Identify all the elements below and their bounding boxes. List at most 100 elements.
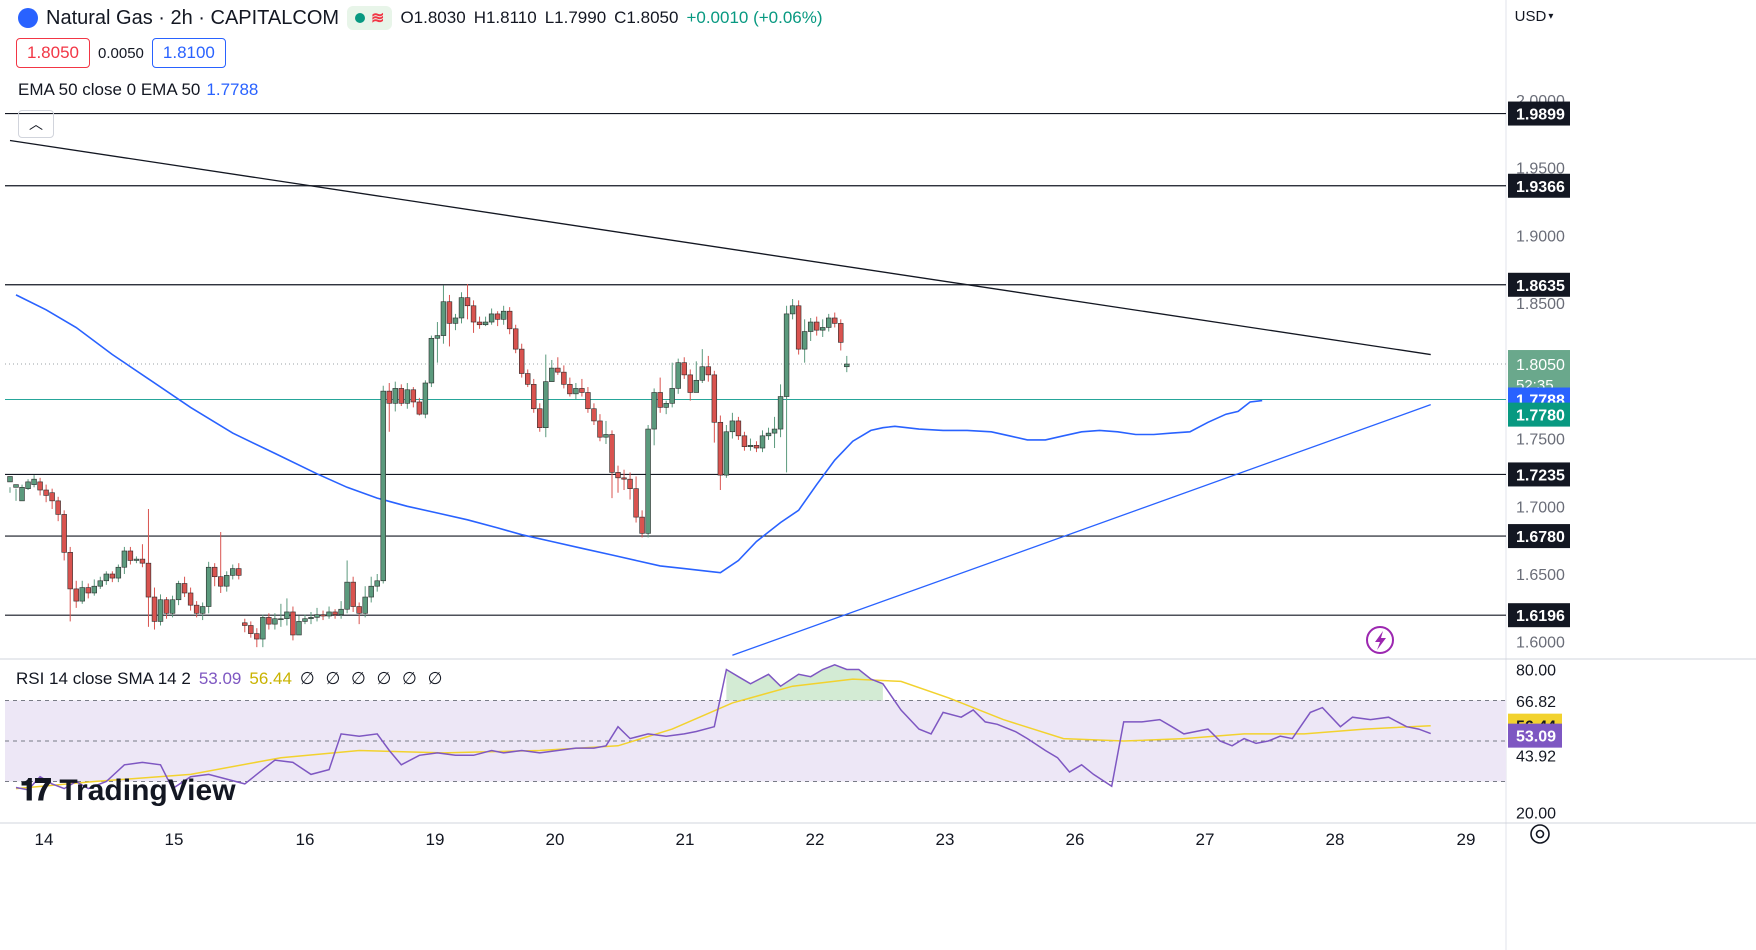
candle-body (151, 596, 158, 622)
candle (392, 381, 398, 412)
candle (633, 476, 639, 523)
sell-button[interactable]: 1.8050 (16, 38, 90, 68)
lightning-icon-bolt (1375, 631, 1386, 650)
candle (19, 484, 25, 502)
ema-legend[interactable]: EMA 50 close 0 EMA 50 1.7788 (18, 80, 258, 100)
candle-body (500, 310, 507, 320)
candle-body (133, 558, 140, 561)
chevron-up-icon: ︿ (29, 116, 43, 132)
ascending-trendline[interactable] (732, 404, 1431, 656)
candle-body (296, 621, 302, 636)
candle (211, 563, 218, 587)
price-tick-label: 1.6000 (1516, 635, 1565, 652)
candle (458, 292, 465, 324)
ema-legend-label: EMA 50 close 0 EMA 50 (18, 80, 201, 99)
candle (434, 322, 441, 363)
lightning-icon[interactable] (1366, 626, 1394, 654)
candle (344, 560, 350, 614)
candle (248, 621, 254, 638)
candle (627, 472, 633, 500)
candle-body (67, 552, 73, 590)
collapse-legend-button[interactable]: ︿ (18, 110, 54, 138)
candle (771, 416, 778, 449)
candle (193, 601, 200, 618)
candle-body (561, 371, 567, 385)
candle-body (13, 484, 19, 488)
candle-body (163, 599, 170, 614)
currency-selector[interactable]: USD ▾ (1512, 4, 1556, 28)
candle (789, 299, 796, 320)
candle-body (416, 401, 423, 415)
candle (705, 355, 712, 382)
level-label: 1.6196 (1516, 608, 1565, 625)
candle-body (374, 580, 380, 587)
chart-header: Natural Gas · 2h · CAPITALCOM ≋ O1.8030 … (18, 6, 823, 30)
candle (723, 424, 730, 478)
candle-body (278, 618, 284, 621)
candle (73, 580, 79, 608)
descending-trendline[interactable] (9, 139, 1431, 356)
level-label: 1.9366 (1516, 179, 1565, 196)
candle-body (446, 301, 453, 324)
candle (813, 316, 820, 336)
candle (157, 594, 164, 626)
candle-body (139, 558, 146, 564)
price-tick-label: 1.7500 (1516, 432, 1565, 449)
candle-body (19, 487, 25, 502)
candle (332, 609, 338, 619)
candle (525, 369, 531, 388)
candle-body (783, 313, 790, 397)
buy-button[interactable]: 1.8100 (151, 38, 226, 68)
candle (205, 561, 212, 614)
candle-body (711, 374, 718, 423)
candle (844, 355, 850, 373)
candle (97, 576, 104, 589)
market-status-pill[interactable]: ≋ (347, 6, 393, 30)
candle (753, 441, 760, 453)
candle (603, 420, 609, 444)
candle-body (410, 389, 417, 403)
ohlc-readout: O1.8030 H1.8110 L1.7990 C1.8050 +0.0010 … (400, 8, 822, 28)
candle (296, 616, 302, 636)
candle (169, 595, 176, 618)
candle (109, 571, 116, 583)
rsi-value-label: 53.09 (1516, 729, 1556, 746)
candle (747, 438, 754, 451)
candle (260, 614, 266, 648)
ohlc-high: H1.8110 (473, 8, 537, 27)
rsi-label-box (1508, 723, 1562, 748)
candle-body (458, 297, 465, 319)
price-tick-label: 1.7000 (1516, 499, 1565, 516)
candle (500, 305, 507, 325)
candle (783, 305, 790, 473)
candle-body (248, 625, 254, 634)
price-axis[interactable]: 2.00001.95001.90001.85001.80001.75001.70… (35, 93, 1570, 849)
candle-body (555, 367, 561, 373)
rsi-legend[interactable]: RSI 14 close SMA 14 2 53.09 56.44 ∅ ∅ ∅ … (16, 669, 445, 689)
candle-body (687, 374, 693, 393)
symbol-title[interactable]: Natural Gas · 2h · CAPITALCOM (46, 6, 340, 29)
candle (290, 606, 296, 641)
candle (585, 387, 591, 413)
candle-body (386, 390, 392, 404)
candle (368, 576, 374, 603)
candle (284, 598, 290, 626)
candle (579, 378, 585, 397)
chevron-down-icon: ▾ (1548, 10, 1554, 22)
candle-body (663, 403, 669, 408)
rsi-pane[interactable] (5, 663, 1506, 791)
candle (615, 465, 621, 493)
candle-body (121, 550, 128, 568)
candle-body (717, 421, 724, 476)
candle-body (826, 317, 832, 328)
candle (320, 610, 326, 621)
candle (43, 484, 49, 503)
candle-body (302, 618, 308, 622)
settings-gear-icon[interactable] (1528, 822, 1552, 846)
wave-icon: ≋ (371, 10, 385, 27)
candle-body (627, 478, 633, 489)
candle (651, 388, 657, 446)
candle-body (657, 392, 663, 408)
